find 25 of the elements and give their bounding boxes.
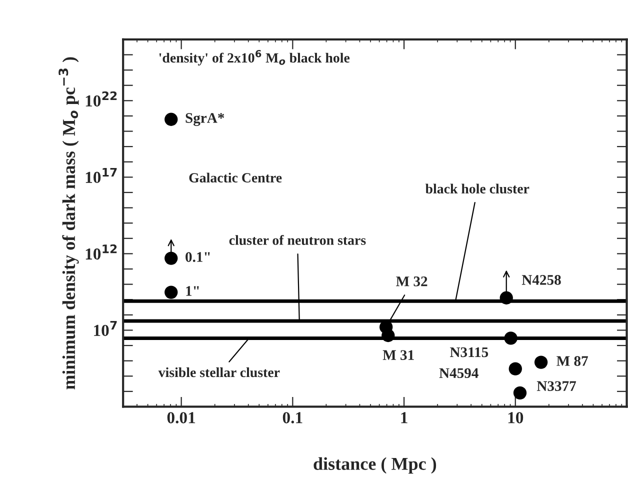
legend-label: visible stellar cluster — [158, 367, 280, 378]
y-axis-title: minimum density of dark mass ( M$_{o}$ pc$^{−3}$ ) — [58, 57, 79, 390]
y-tick-label: 10$^{7}$ — [94, 321, 117, 336]
y-tick-label: 10$^{17}$ — [86, 168, 117, 184]
x-tick-label: 0.01 — [167, 412, 196, 424]
annotation: 1" — [186, 286, 199, 296]
annotation: M 32 — [396, 276, 428, 286]
annotation: 'density' of 2x10$^{6}$ M$_{o}$ black hole — [159, 50, 350, 66]
annotation: N4594 — [439, 368, 478, 378]
annotation: SgrA* — [186, 113, 224, 126]
ref-line-label: black hole cluster — [425, 184, 530, 194]
y-tick-label: 10$^{22}$ — [86, 91, 117, 107]
annotation: N3377 — [536, 381, 576, 391]
annotation: Galactic Centre — [189, 172, 282, 182]
annotation: 0.1" — [186, 252, 210, 262]
x-axis-title: distance ( Mpc ) — [314, 457, 436, 474]
annotation: N4258 — [522, 275, 561, 285]
annotation: M 31 — [382, 350, 414, 360]
y-tick-label: 10$^{12}$ — [86, 244, 117, 260]
annotation: M 87 — [556, 356, 588, 366]
annotation: N3115 — [450, 347, 488, 358]
x-tick-label: 10 — [508, 412, 524, 424]
ref-line-label: cluster of neutron stars — [229, 235, 366, 245]
x-tick-label: 1 — [401, 412, 408, 424]
x-tick-label: 0.1 — [282, 412, 302, 424]
